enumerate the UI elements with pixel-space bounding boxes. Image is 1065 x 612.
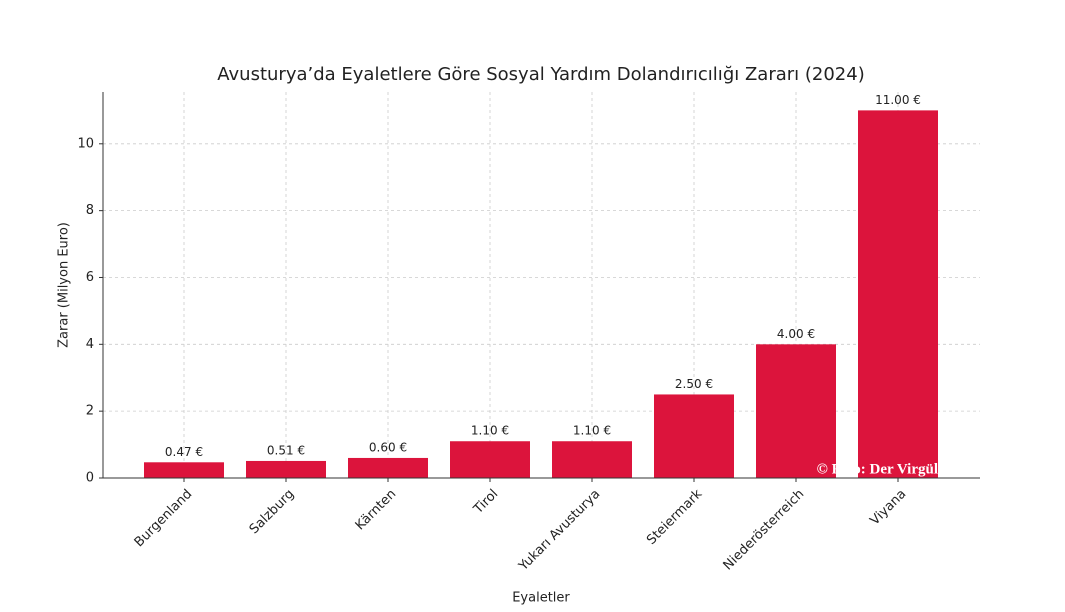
chart-title: Avusturya’da Eyaletlere Göre Sosyal Yard… [217, 64, 864, 85]
y-tick-label: 10 [77, 136, 94, 151]
bar [246, 460, 326, 478]
bar [654, 394, 734, 478]
x-tick-label: Kärnten [353, 487, 400, 534]
x-tick-label: Steiermark [644, 486, 706, 548]
x-tick-label: Salzburg [247, 487, 298, 538]
bar [858, 110, 938, 478]
bar [450, 441, 530, 478]
y-tick-label: 6 [86, 270, 94, 285]
y-tick-label: 2 [86, 404, 94, 419]
x-tick-label: Niederösterreich [721, 487, 808, 574]
bar [348, 457, 428, 478]
y-tick-label: 8 [86, 203, 94, 218]
y-tick-label: 4 [86, 337, 94, 352]
x-tick-label: Viyana [868, 487, 910, 529]
value-label: 1.10 € [573, 424, 611, 438]
watermark: © Foto: Der Virgül [817, 461, 938, 477]
value-label: 2.50 € [675, 377, 713, 391]
value-label: 0.47 € [165, 445, 203, 459]
bar [144, 462, 224, 478]
x-tick-label: Tirol [470, 487, 501, 518]
bar [552, 441, 632, 478]
value-label: 0.60 € [369, 440, 407, 454]
x-tick-label: Burgenland [132, 487, 196, 551]
bar [756, 344, 836, 478]
y-tick-label: 0 [86, 471, 94, 486]
value-label: 0.51 € [267, 443, 305, 457]
x-tick-label: Yukarı Avusturya [515, 487, 603, 575]
value-label: 1.10 € [471, 424, 509, 438]
value-label: 11.00 € [875, 93, 921, 107]
value-label: 4.00 € [777, 327, 815, 341]
y-axis-label: Zarar (Milyon Euro) [57, 222, 72, 348]
x-axis-label: Eyaletler [512, 591, 570, 606]
